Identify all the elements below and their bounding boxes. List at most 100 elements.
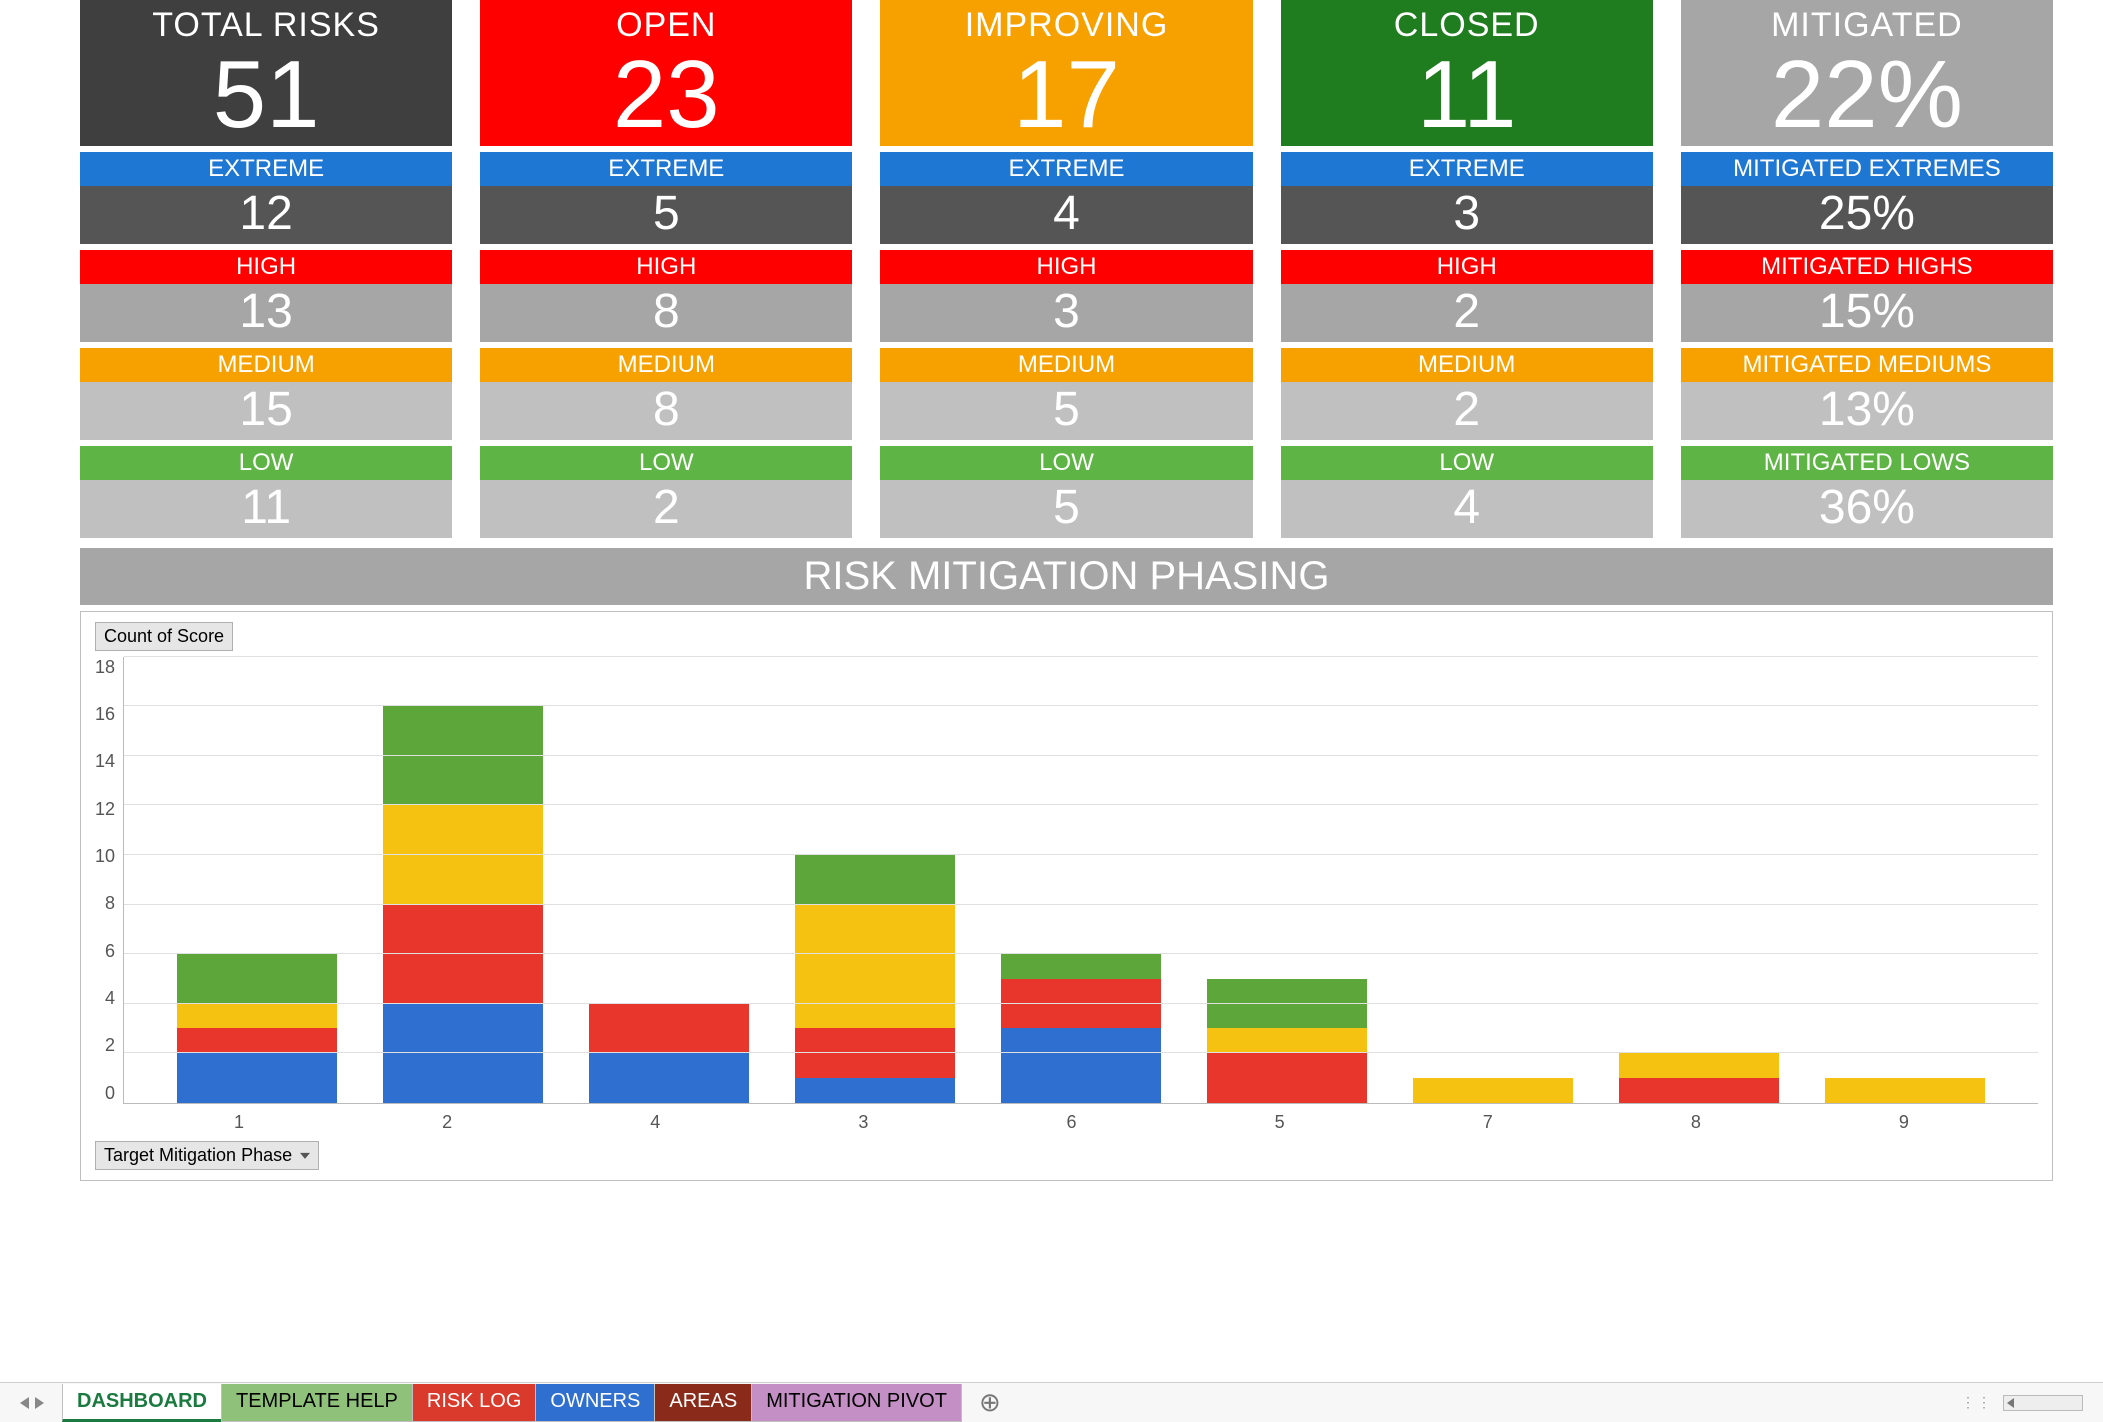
kpi-column: TOTAL RISKS51EXTREME12HIGH13MEDIUM15LOW1… xyxy=(80,0,452,538)
sheet-tab-risk-log[interactable]: RISK LOG xyxy=(412,1384,536,1422)
kpi-value: 23 xyxy=(480,45,852,146)
chart-y-axis: 181614121086420 xyxy=(95,657,123,1104)
chart-gridline xyxy=(124,854,2038,855)
bar-slot xyxy=(360,706,566,1102)
bar-stack[interactable] xyxy=(1619,1053,1780,1103)
chart-gridline xyxy=(124,1003,2038,1004)
bar-stack[interactable] xyxy=(1207,979,1368,1103)
kpi-value: 22% xyxy=(1681,45,2053,146)
kpi-value: 11 xyxy=(1281,45,1653,146)
level-row: HIGH2 xyxy=(1281,250,1653,342)
kpi-column: MITIGATED22% MITIGATED EXTREMES25% MITIGAT… xyxy=(1681,0,2053,538)
level-row: LOW2 xyxy=(480,446,852,538)
chart-plot-area xyxy=(123,657,2038,1104)
y-tick-label: 10 xyxy=(95,846,115,867)
kpi-title: IMPROVING xyxy=(880,6,1252,45)
kpi-card: CLOSED11 xyxy=(1281,0,1653,146)
target-mitigation-phase-dropdown[interactable]: Target Mitigation Phase xyxy=(95,1141,319,1170)
bar-stack[interactable] xyxy=(1825,1078,1986,1103)
level-row: MEDIUM8 xyxy=(480,348,852,440)
bar-segment xyxy=(795,1028,956,1078)
x-tick-label: 2 xyxy=(343,1112,551,1133)
bar-stack[interactable] xyxy=(589,1004,750,1103)
bar-slot xyxy=(1390,1078,1596,1103)
kpi-title: MITIGATED xyxy=(1681,6,2053,45)
bar-slot xyxy=(772,855,978,1103)
sheet-tab-dashboard[interactable]: DASHBOARD xyxy=(62,1384,222,1422)
count-of-score-button[interactable]: Count of Score xyxy=(95,622,233,651)
bar-stack[interactable] xyxy=(177,954,338,1103)
level-value: 36% xyxy=(1681,480,2053,538)
chart-container: Count of Score 181614121086420 124365789… xyxy=(80,611,2053,1181)
kpi-card: TOTAL RISKS51 xyxy=(80,0,452,146)
horizontal-scroll-stub[interactable]: ⋮⋮ xyxy=(1961,1394,2103,1411)
sheet-tab-mitigation-pivot[interactable]: MITIGATION PIVOT xyxy=(751,1384,962,1422)
level-label: LOW xyxy=(1281,446,1653,480)
kpi-column: IMPROVING17EXTREME4HIGH3MEDIUM5LOW5 xyxy=(880,0,1252,538)
level-row: MITIGATED HIGHS15% xyxy=(1681,250,2053,342)
level-value: 25% xyxy=(1681,186,2053,244)
bar-segment xyxy=(177,1053,338,1103)
chart-gridline xyxy=(124,804,2038,805)
bar-segment xyxy=(1825,1078,1986,1103)
kpi-value: 51 xyxy=(80,45,452,146)
level-label: MEDIUM xyxy=(880,348,1252,382)
bar-slot xyxy=(566,1004,772,1103)
bar-stack[interactable] xyxy=(1413,1078,1574,1103)
level-value: 3 xyxy=(880,284,1252,342)
sheet-tab-strip: DASHBOARDTEMPLATE HELPRISK LOGOWNERSAREA… xyxy=(0,1382,2103,1422)
tab-nav-prev[interactable] xyxy=(20,1397,62,1409)
x-tick-label: 8 xyxy=(1592,1112,1800,1133)
level-row: MEDIUM2 xyxy=(1281,348,1653,440)
level-value: 5 xyxy=(880,382,1252,440)
bar-stack[interactable] xyxy=(795,855,956,1103)
bar-slot xyxy=(1802,1078,2008,1103)
bar-stack[interactable] xyxy=(1001,954,1162,1103)
chart-x-axis: 124365789 xyxy=(95,1104,2038,1133)
level-value: 4 xyxy=(1281,480,1653,538)
y-tick-label: 18 xyxy=(95,657,115,678)
kpi-title: TOTAL RISKS xyxy=(80,6,452,45)
x-tick-label: 1 xyxy=(135,1112,343,1133)
add-sheet-button[interactable]: ⊕ xyxy=(961,1387,1019,1418)
kpi-column: OPEN23EXTREME5HIGH8MEDIUM8LOW2 xyxy=(480,0,852,538)
level-label: EXTREME xyxy=(80,152,452,186)
level-value: 5 xyxy=(480,186,852,244)
x-tick-label: 9 xyxy=(1800,1112,2008,1133)
kpi-row: TOTAL RISKS51EXTREME12HIGH13MEDIUM15LOW1… xyxy=(80,0,2053,538)
x-tick-label: 6 xyxy=(967,1112,1175,1133)
kpi-card: OPEN23 xyxy=(480,0,852,146)
sheet-tab-owners[interactable]: OWNERS xyxy=(535,1384,655,1422)
level-row: LOW4 xyxy=(1281,446,1653,538)
y-tick-label: 14 xyxy=(95,751,115,772)
bar-slot xyxy=(1184,979,1390,1103)
y-tick-label: 8 xyxy=(105,893,115,914)
kpi-title: CLOSED xyxy=(1281,6,1653,45)
bar-segment xyxy=(1619,1078,1780,1103)
level-label: MITIGATED HIGHS xyxy=(1681,250,2053,284)
bar-segment xyxy=(589,1053,750,1103)
bar-segment xyxy=(1207,979,1368,1029)
level-label: EXTREME xyxy=(1281,152,1653,186)
bar-segment xyxy=(1001,979,1162,1029)
bar-segment xyxy=(1001,1028,1162,1102)
level-label: HIGH xyxy=(880,250,1252,284)
level-label: HIGH xyxy=(80,250,452,284)
x-tick-label: 4 xyxy=(551,1112,759,1133)
bar-segment xyxy=(1001,954,1162,979)
y-tick-label: 16 xyxy=(95,704,115,725)
level-value: 5 xyxy=(880,480,1252,538)
sheet-tab-areas[interactable]: AREAS xyxy=(654,1384,752,1422)
bar-segment xyxy=(177,1004,338,1029)
chart-gridline xyxy=(124,1052,2038,1053)
chart-body: 181614121086420 xyxy=(95,657,2038,1104)
level-value: 8 xyxy=(480,284,852,342)
level-label: MEDIUM xyxy=(80,348,452,382)
bar-stack[interactable] xyxy=(383,706,544,1102)
sheet-tab-template-help[interactable]: TEMPLATE HELP xyxy=(221,1384,413,1422)
y-tick-label: 2 xyxy=(105,1035,115,1056)
x-tick-label: 7 xyxy=(1384,1112,1592,1133)
section-header: RISK MITIGATION PHASING xyxy=(80,548,2053,605)
level-label: MITIGATED EXTREMES xyxy=(1681,152,2053,186)
level-label: MITIGATED LOWS xyxy=(1681,446,2053,480)
